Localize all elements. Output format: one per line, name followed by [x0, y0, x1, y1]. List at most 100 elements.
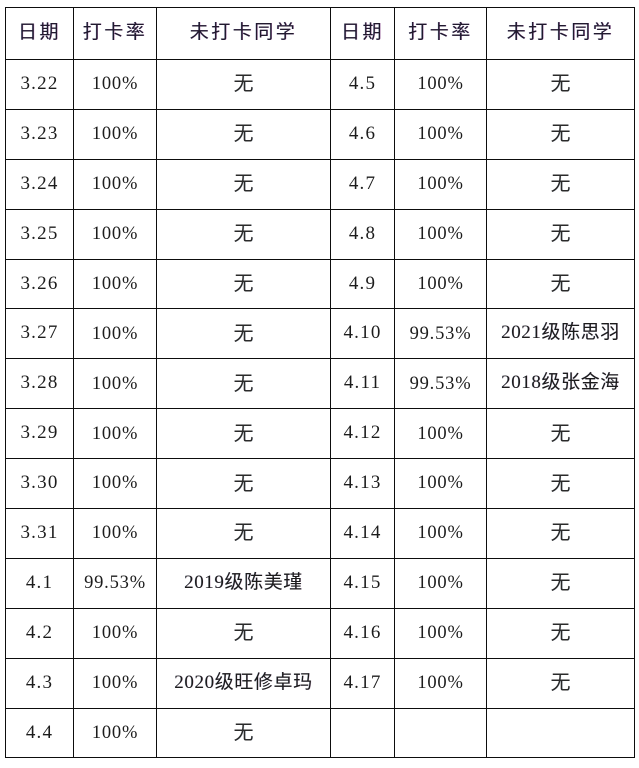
table-row: 3.29 100% 无 4.12 100% 无	[5, 408, 635, 460]
cell-date-right-empty	[330, 707, 395, 759]
cell-date-left: 3.26	[5, 258, 74, 310]
cell-date-left: 3.25	[5, 208, 74, 260]
cell-absent-right: 无	[486, 557, 635, 609]
cell-rate-right: 100%	[394, 607, 487, 659]
cell-absent-left: 2019级陈美瑾	[156, 557, 331, 609]
cell-absent-right: 无	[486, 208, 635, 260]
cell-rate-right: 100%	[394, 458, 487, 510]
cell-rate-right: 100%	[394, 508, 487, 559]
cell-rate-left: 100%	[73, 707, 157, 759]
cell-rate-right: 100%	[394, 258, 487, 310]
cell-rate-right: 100%	[394, 408, 487, 460]
cell-absent-left: 无	[156, 408, 331, 460]
header-absent-right: 未打卡同学	[486, 7, 635, 60]
cell-date-left: 4.1	[5, 557, 74, 609]
cell-absent-left: 无	[156, 707, 331, 759]
cell-date-left: 3.23	[5, 108, 74, 160]
cell-rate-right: 100%	[394, 59, 487, 110]
cell-absent-left: 无	[156, 358, 331, 410]
cell-rate-left: 100%	[73, 308, 157, 360]
cell-date-left: 3.30	[5, 458, 74, 510]
cell-rate-right: 100%	[394, 108, 487, 160]
cell-date-left: 4.4	[5, 707, 74, 759]
cell-date-left: 3.31	[5, 508, 74, 559]
cell-rate-left: 100%	[73, 458, 157, 510]
cell-date-left: 3.29	[5, 408, 74, 460]
cell-absent-left: 无	[156, 59, 331, 110]
table-row: 3.24 100% 无 4.7 100% 无	[5, 158, 635, 210]
cell-date-left: 4.3	[5, 657, 74, 709]
table-row: 3.30 100% 无 4.13 100% 无	[5, 458, 635, 510]
cell-rate-right: 100%	[394, 657, 487, 709]
table-row: 3.31 100% 无 4.14 100% 无	[5, 508, 635, 559]
cell-absent-left: 无	[156, 158, 331, 210]
table-row: 3.23 100% 无 4.6 100% 无	[5, 108, 635, 160]
cell-absent-left: 无	[156, 458, 331, 510]
cell-rate-left: 100%	[73, 358, 157, 410]
cell-absent-right: 无	[486, 258, 635, 310]
header-absent-left: 未打卡同学	[156, 7, 331, 60]
header-rate-left: 打卡率	[73, 7, 157, 60]
cell-absent-left: 无	[156, 108, 331, 160]
table-row: 4.2 100% 无 4.16 100% 无	[5, 607, 635, 659]
attendance-table-wrapper: 日期 打卡率 未打卡同学 日期 打卡率 未打卡同学 3.22 100% 无 4.5 10…	[5, 7, 635, 759]
cell-absent-right-empty	[486, 707, 635, 759]
cell-absent-right: 无	[486, 657, 635, 709]
cell-date-left: 3.22	[5, 59, 74, 110]
attendance-table: 日期 打卡率 未打卡同学 日期 打卡率 未打卡同学 3.22 100% 无 4.5 10…	[5, 7, 635, 759]
cell-rate-left: 100%	[73, 408, 157, 460]
cell-rate-left: 100%	[73, 508, 157, 559]
table-header: 日期 打卡率 未打卡同学 日期 打卡率 未打卡同学	[5, 7, 635, 60]
table-row: 3.25 100% 无 4.8 100% 无	[5, 208, 635, 260]
cell-absent-right: 无	[486, 108, 635, 160]
header-rate-right: 打卡率	[394, 7, 487, 60]
table-row: 3.27 100% 无 4.10 99.53% 2021级陈思羽	[5, 308, 635, 360]
cell-date-left: 4.2	[5, 607, 74, 659]
cell-absent-left: 无	[156, 208, 331, 260]
cell-date-right: 4.12	[330, 408, 395, 460]
cell-date-right: 4.9	[330, 258, 395, 310]
cell-rate-left: 100%	[73, 607, 157, 659]
table-row: 4.4 100% 无	[5, 707, 635, 759]
cell-rate-left: 100%	[73, 657, 157, 709]
cell-date-left: 3.28	[5, 358, 74, 410]
cell-rate-left: 100%	[73, 158, 157, 210]
cell-absent-right: 无	[486, 158, 635, 210]
cell-absent-left: 无	[156, 258, 331, 310]
cell-absent-right: 无	[486, 408, 635, 460]
cell-date-right: 4.11	[330, 358, 395, 410]
header-row: 日期 打卡率 未打卡同学 日期 打卡率 未打卡同学	[5, 7, 635, 60]
cell-absent-right: 无	[486, 607, 635, 659]
cell-absent-right: 无	[486, 458, 635, 510]
table-row: 4.3 100% 2020级旺修卓玛 4.17 100% 无	[5, 657, 635, 709]
cell-date-right: 4.17	[330, 657, 395, 709]
header-date-left: 日期	[5, 7, 74, 60]
table-row: 4.1 99.53% 2019级陈美瑾 4.15 100% 无	[5, 557, 635, 609]
cell-rate-left: 100%	[73, 108, 157, 160]
cell-rate-left: 100%	[73, 208, 157, 260]
cell-rate-left: 100%	[73, 59, 157, 110]
table-row: 3.26 100% 无 4.9 100% 无	[5, 258, 635, 310]
cell-rate-right: 99.53%	[394, 358, 487, 410]
cell-rate-right: 100%	[394, 557, 487, 609]
cell-absent-right: 2018级张金海	[486, 358, 635, 410]
cell-absent-left: 无	[156, 308, 331, 360]
cell-date-left: 3.24	[5, 158, 74, 210]
cell-date-right: 4.10	[330, 308, 395, 360]
cell-absent-right: 无	[486, 59, 635, 110]
cell-rate-left: 100%	[73, 258, 157, 310]
cell-date-right: 4.16	[330, 607, 395, 659]
cell-date-right: 4.8	[330, 208, 395, 260]
cell-date-right: 4.7	[330, 158, 395, 210]
cell-rate-left: 99.53%	[73, 557, 157, 609]
cell-date-left: 3.27	[5, 308, 74, 360]
cell-date-right: 4.14	[330, 508, 395, 559]
cell-rate-right: 99.53%	[394, 308, 487, 360]
cell-date-right: 4.6	[330, 108, 395, 160]
cell-rate-right: 100%	[394, 158, 487, 210]
header-date-right: 日期	[330, 7, 395, 60]
cell-absent-left: 无	[156, 607, 331, 659]
cell-absent-right: 2021级陈思羽	[486, 308, 635, 360]
table-row: 3.22 100% 无 4.5 100% 无	[5, 59, 635, 110]
